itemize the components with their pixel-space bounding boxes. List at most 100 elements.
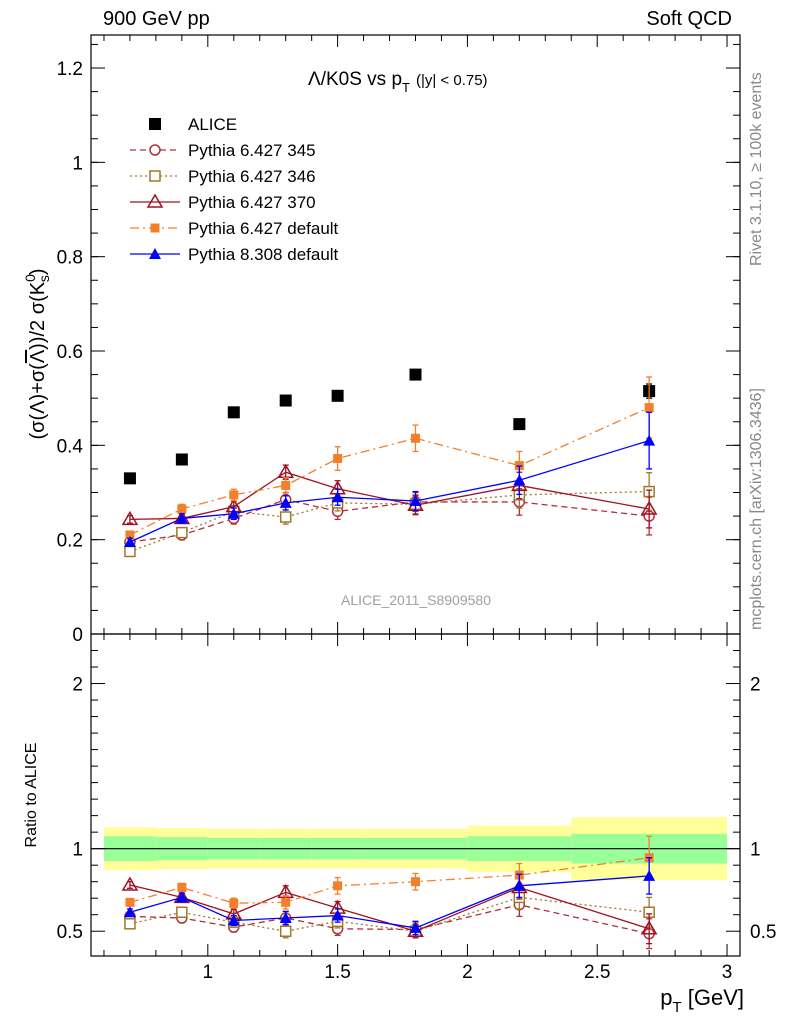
ratio-series-4 <box>123 857 656 936</box>
legend-label: Pythia 6.427 default <box>188 219 339 238</box>
x-tick-label: 2 <box>462 962 473 983</box>
ratio-point <box>279 912 292 924</box>
data-point <box>277 463 295 478</box>
upper-y-axis-label: (σ(Λ)+σ(Λ))/2 σ(K0s) <box>22 268 52 439</box>
ylabel-close: ) <box>27 268 49 275</box>
ratio-line <box>129 857 650 904</box>
data-point <box>177 504 187 514</box>
y-tick-label-right: 1 <box>750 840 761 861</box>
y-tick-label: 1 <box>72 153 83 174</box>
data-point <box>640 500 658 515</box>
title-sub: T <box>402 80 410 95</box>
xlabel-main: p <box>660 985 672 1010</box>
ratio-point <box>643 869 656 881</box>
ratio-point <box>124 918 136 930</box>
y-tick-label: 0.4 <box>57 436 84 457</box>
ratio-point <box>411 877 420 887</box>
ratio-line <box>129 884 650 932</box>
x-axis-label: pT [GeV] <box>660 985 744 1016</box>
upper-chart-title: Λ/K0S vs pT (|y| < 0.75) <box>308 69 488 95</box>
series-5 <box>123 411 656 548</box>
series-line <box>129 407 650 536</box>
side-label-rivet: Rivet 3.1.10, ≥ 100k events <box>748 72 765 266</box>
title-tail: (|y| < 0.75) <box>416 72 488 89</box>
title-main: Λ/K0S vs p <box>308 69 402 90</box>
lower-y-axis-label: Ratio to ALICE <box>23 743 40 848</box>
side-label-mcplots: mcplots.cern.ch [arXiv:1306.3436] <box>748 388 765 630</box>
y-tick-label-right: 2 <box>750 675 761 696</box>
series-line <box>129 498 650 543</box>
ratio-point <box>281 897 291 907</box>
series-line <box>129 471 650 521</box>
ylabel-sup: 0 <box>22 274 38 282</box>
ratio-point <box>513 879 526 891</box>
data-point <box>513 418 526 431</box>
xlabel-tail: [GeV] <box>682 985 744 1010</box>
data-point <box>333 454 343 464</box>
data-point <box>175 512 188 524</box>
data-point <box>411 433 420 443</box>
y-tick-label: 1 <box>72 840 83 861</box>
ratio-point <box>175 891 188 903</box>
data-point <box>279 496 292 508</box>
y-tick-label: 0.6 <box>57 342 83 363</box>
ratio-point <box>177 882 187 892</box>
y-tick-label: 1.2 <box>57 59 83 80</box>
series-1 <box>124 488 655 548</box>
series-0 <box>123 368 656 485</box>
legend-label: ALICE <box>188 115 237 134</box>
legend-label: Pythia 8.308 default <box>188 245 339 264</box>
data-point <box>125 530 135 540</box>
ratio-point <box>123 906 136 918</box>
y-tick-label: 0 <box>72 625 83 646</box>
data-point <box>409 494 422 506</box>
data-point <box>124 545 136 558</box>
data-point <box>227 507 240 519</box>
data-point <box>644 403 654 413</box>
watermark-analysis-id: ALICE_2011_S8909580 <box>341 592 491 608</box>
data-point <box>331 491 344 503</box>
header-category-label: Soft QCD <box>646 8 732 30</box>
data-point <box>513 474 526 486</box>
header-collision-label: 900 GeV pp <box>103 8 210 30</box>
data-point <box>643 434 656 446</box>
x-tick-label: 1.5 <box>324 962 350 983</box>
data-point <box>409 368 422 381</box>
data-point <box>175 453 188 466</box>
legend-label: Pythia 6.427 346 <box>188 167 316 186</box>
ratio-point <box>279 925 292 937</box>
legend-marker <box>150 223 160 233</box>
ratio-point <box>229 898 239 908</box>
ratio-line <box>129 904 650 935</box>
ratio-point <box>640 920 658 935</box>
ratio-point <box>125 897 135 907</box>
ratio-series-0 <box>124 892 655 950</box>
data-point <box>227 406 240 419</box>
data-point <box>331 389 344 402</box>
ratio-point <box>121 876 139 891</box>
ylabel-mid: ))/2 σ(K <box>27 281 49 350</box>
ratio-point <box>409 921 422 933</box>
data-point <box>121 510 139 526</box>
legend-marker <box>149 170 161 182</box>
data-point <box>279 394 292 407</box>
y-tick-label: 2 <box>72 675 83 696</box>
ylabel-overline: Λ <box>27 349 49 363</box>
series-4 <box>125 376 654 540</box>
ratio-point <box>227 914 240 926</box>
x-tick-label: 2.5 <box>584 962 610 983</box>
legend-marker <box>149 144 161 156</box>
x-tick-label: 3 <box>722 962 733 983</box>
ratio-line <box>129 896 650 932</box>
ratio-series-2 <box>121 875 658 945</box>
data-point <box>123 536 136 548</box>
series-line <box>129 440 650 543</box>
data-point <box>281 480 291 490</box>
legend-marker <box>149 118 161 130</box>
ylabel-main: (σ(Λ)+σ( <box>27 363 49 440</box>
xlabel-sub: T <box>672 999 681 1016</box>
series-2 <box>124 472 655 558</box>
legend-marker <box>149 248 161 259</box>
ratio-line <box>129 875 650 929</box>
